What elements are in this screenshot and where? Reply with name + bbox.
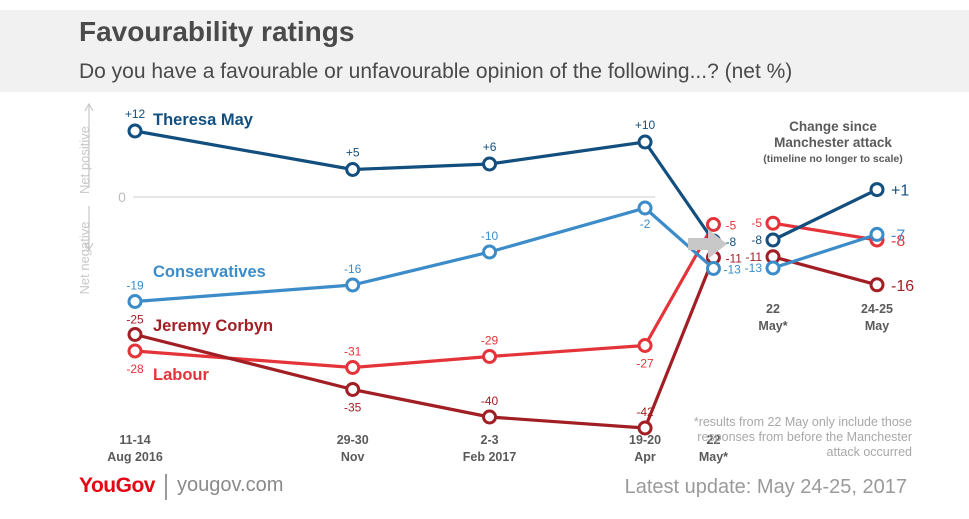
side-data-point-theresa-may [869, 182, 885, 198]
data-label-conservatives: -19 [126, 279, 144, 293]
x-tick-label-line2: Apr [634, 450, 656, 464]
data-label-jeremy-corbyn: -25 [126, 313, 144, 327]
x-tick-label-line1: 11-14 [119, 433, 150, 447]
x-tick-label-line2: Nov [341, 450, 365, 464]
data-point-jeremy-corbyn [637, 420, 653, 436]
data-point-labour [482, 349, 498, 364]
footer-separator [165, 474, 167, 500]
data-point-labour [705, 217, 721, 232]
data-label-labour: -31 [344, 345, 362, 359]
ylabel-net-positive: Net positive [77, 126, 92, 194]
header-band: Favourability ratings Do you have a favo… [0, 10, 969, 92]
data-label-conservatives: -2 [640, 217, 651, 231]
chart-subtitle: Do you have a favourable or unfavourable… [79, 60, 793, 83]
data-label-conservatives: -16 [344, 262, 362, 276]
data-point-conservatives [482, 244, 498, 260]
data-label-labour: -5 [725, 219, 736, 233]
data-point-labour [127, 343, 143, 359]
side-data-label-end-theresa-may: +1 [891, 183, 909, 200]
series-line-jeremy-corbyn [134, 256, 715, 430]
data-label-labour: -27 [636, 357, 654, 371]
side-chart-title-line1: Change since [789, 119, 877, 134]
data-point-conservatives [127, 294, 143, 309]
data-label-theresa-may: +12 [125, 107, 146, 121]
side-data-point-jeremy-corbyn [869, 277, 885, 293]
side-series-line-theresa-may [772, 188, 878, 242]
side-data-label-start-jeremy-corbyn: -11 [746, 250, 763, 264]
series-name-conservatives: Conservatives [153, 263, 266, 281]
side-data-label-start-labour: -5 [751, 216, 762, 230]
data-label-theresa-may: -8 [725, 235, 736, 249]
x-tick-label-line1: 19-20 [629, 433, 661, 447]
data-label-theresa-may: +10 [635, 118, 656, 132]
data-label-labour: -29 [481, 334, 499, 348]
net-negative-arrow-head [84, 242, 94, 252]
data-point-jeremy-corbyn [345, 382, 361, 397]
side-data-label-start-theresa-may: -8 [751, 233, 762, 247]
side-data-point-labour [765, 215, 781, 231]
side-data-point-theresa-may [765, 232, 781, 248]
x-tick-label-line2: Feb 2017 [463, 450, 517, 464]
side-data-label-end-conservatives: -7 [891, 227, 905, 244]
series-line-conservatives [134, 206, 715, 304]
yougov-logo: YouGov [79, 474, 155, 497]
data-label-theresa-may: +6 [483, 140, 497, 154]
side-chart-title-line2: Manchester attack [774, 135, 892, 150]
data-point-labour [637, 338, 653, 353]
data-point-theresa-may [127, 123, 143, 139]
side-series-line-jeremy-corbyn [772, 255, 878, 287]
transition-arrow-icon [688, 229, 727, 259]
side-x-tick-label-line1: 22 [766, 302, 780, 316]
zero-tick-label: 0 [118, 189, 126, 205]
x-tick-label-line2: May* [699, 450, 728, 464]
side-x-tick-label-line1: 24-25 [861, 302, 893, 316]
side-chart-note: (timeline no longer to scale) [763, 153, 902, 165]
data-label-conservatives: -10 [481, 229, 499, 243]
data-point-theresa-may [482, 156, 498, 172]
data-label-jeremy-corbyn: -42 [636, 405, 654, 419]
data-point-conservatives [637, 200, 653, 216]
chart-title: Favourability ratings [79, 16, 355, 47]
data-point-conservatives [345, 277, 361, 293]
side-data-point-conservatives [869, 226, 885, 242]
side-data-label-end-jeremy-corbyn: -16 [891, 278, 914, 295]
x-tick-label-line2: Aug 2016 [107, 450, 163, 464]
side-data-label-end-labour: -8 [891, 233, 905, 250]
data-point-conservatives [705, 261, 721, 276]
ylabel-net-negative: Net negative [77, 222, 92, 295]
series-name-jeremy-corbyn: Jeremy Corbyn [153, 317, 273, 335]
side-x-tick-label-line2: May* [758, 319, 787, 333]
footnote: *results from 22 May only include those … [693, 415, 912, 459]
data-label-jeremy-corbyn: -40 [481, 394, 499, 408]
data-label-conservatives: -13 [723, 263, 741, 277]
data-label-labour: -28 [126, 362, 144, 376]
side-series-line-labour [772, 221, 878, 242]
side-data-point-conservatives [765, 260, 781, 276]
side-series-line-conservatives [772, 232, 878, 270]
latest-update: Latest update: May 24-25, 2017 [624, 476, 907, 498]
data-point-jeremy-corbyn [482, 409, 498, 425]
series-line-theresa-may [134, 129, 715, 242]
data-point-theresa-may [637, 134, 653, 150]
side-x-tick-label-line2: May [865, 319, 889, 333]
data-label-jeremy-corbyn: -11 [725, 252, 742, 266]
data-point-jeremy-corbyn [127, 327, 143, 342]
x-tick-label-line1: 29-30 [337, 433, 369, 447]
footer-site-link[interactable]: yougov.com [177, 474, 284, 496]
data-label-theresa-may: +5 [346, 146, 360, 160]
data-point-labour [345, 360, 361, 375]
x-tick-label-line1: 22 [707, 433, 721, 447]
side-data-label-start-conservatives: -13 [745, 261, 763, 275]
series-name-theresa-may: Theresa May [153, 111, 254, 129]
data-label-jeremy-corbyn: -35 [344, 401, 362, 415]
x-tick-label-line1: 2-3 [481, 433, 499, 447]
data-point-theresa-may [345, 162, 361, 177]
series-name-labour: Labour [153, 366, 209, 384]
net-positive-arrow-head [84, 102, 94, 112]
